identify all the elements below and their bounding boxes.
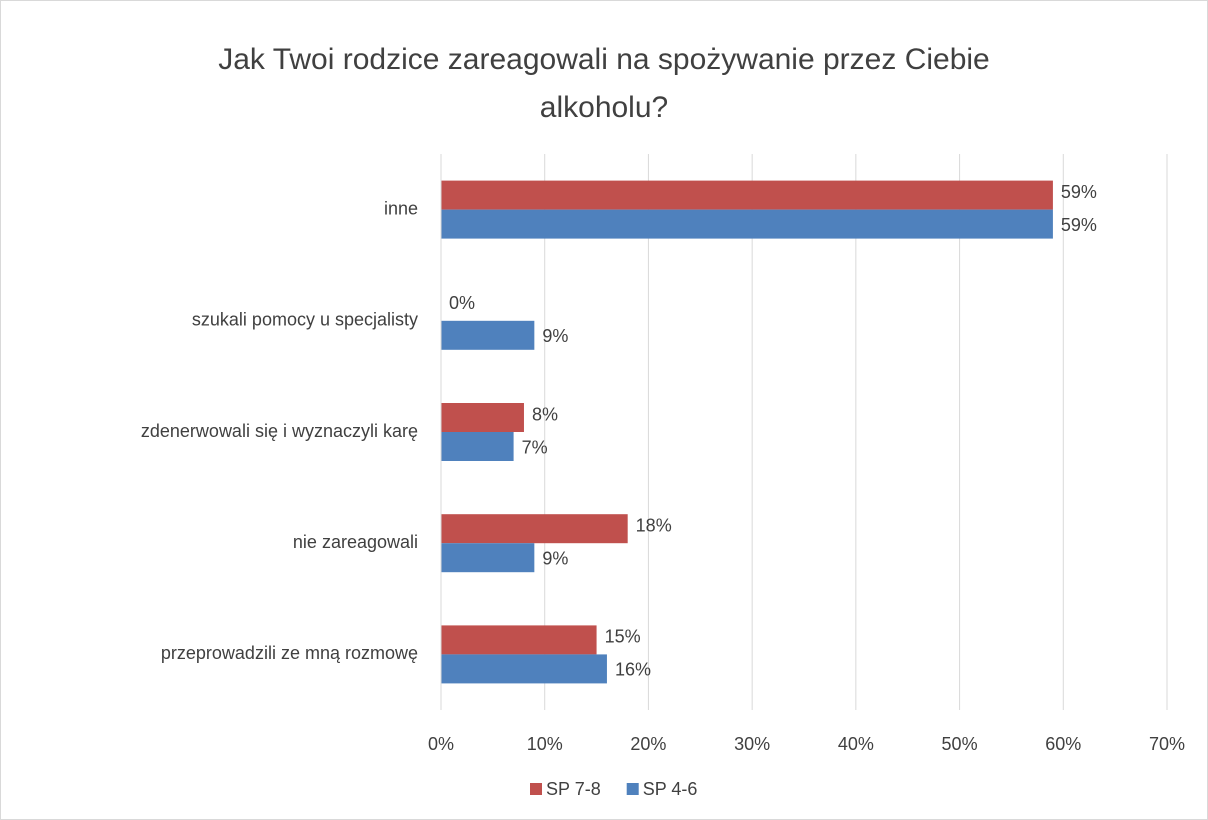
x-tick-label: 60% (1045, 734, 1081, 754)
bar (441, 209, 1053, 239)
legend-label: SP 4-6 (643, 779, 698, 799)
x-tick-label: 0% (428, 734, 454, 754)
y-tick-label: nie zareagowali (293, 532, 418, 552)
x-tick-label: 10% (527, 734, 563, 754)
bar (441, 432, 514, 461)
data-label: 15% (605, 627, 641, 647)
legend-label: SP 7-8 (546, 779, 601, 799)
x-tick-label: 40% (838, 734, 874, 754)
data-label: 9% (542, 326, 568, 346)
x-tick-label: 70% (1149, 734, 1185, 754)
bar (441, 403, 524, 432)
x-tick-label: 50% (942, 734, 978, 754)
bar (441, 543, 535, 573)
y-tick-label: zdenerwowali się i wyznaczyli karę (141, 421, 418, 441)
chart-title: Jak Twoi rodzice zareagowali na spożywan… (218, 43, 990, 124)
bar (441, 514, 628, 544)
bar (441, 654, 607, 684)
data-label: 16% (615, 660, 651, 680)
bar (441, 180, 1053, 210)
data-label: 9% (542, 548, 568, 568)
bar (441, 625, 597, 655)
bar (441, 320, 535, 350)
legend-swatch (626, 783, 639, 795)
data-label: 18% (636, 515, 672, 535)
y-tick-label: szukali pomocy u specjalisty (192, 310, 418, 330)
y-tick-label: przeprowadzili ze mną rozmowę (161, 643, 418, 663)
data-label: 59% (1061, 182, 1097, 202)
legend-swatch (530, 783, 542, 795)
y-tick-label: inne (384, 198, 418, 218)
data-label: 7% (522, 437, 548, 457)
x-tick-label: 30% (734, 734, 770, 754)
data-label: 59% (1061, 215, 1097, 235)
data-label: 8% (532, 404, 558, 424)
data-label: 0% (449, 293, 475, 313)
x-tick-label: 20% (630, 734, 666, 754)
